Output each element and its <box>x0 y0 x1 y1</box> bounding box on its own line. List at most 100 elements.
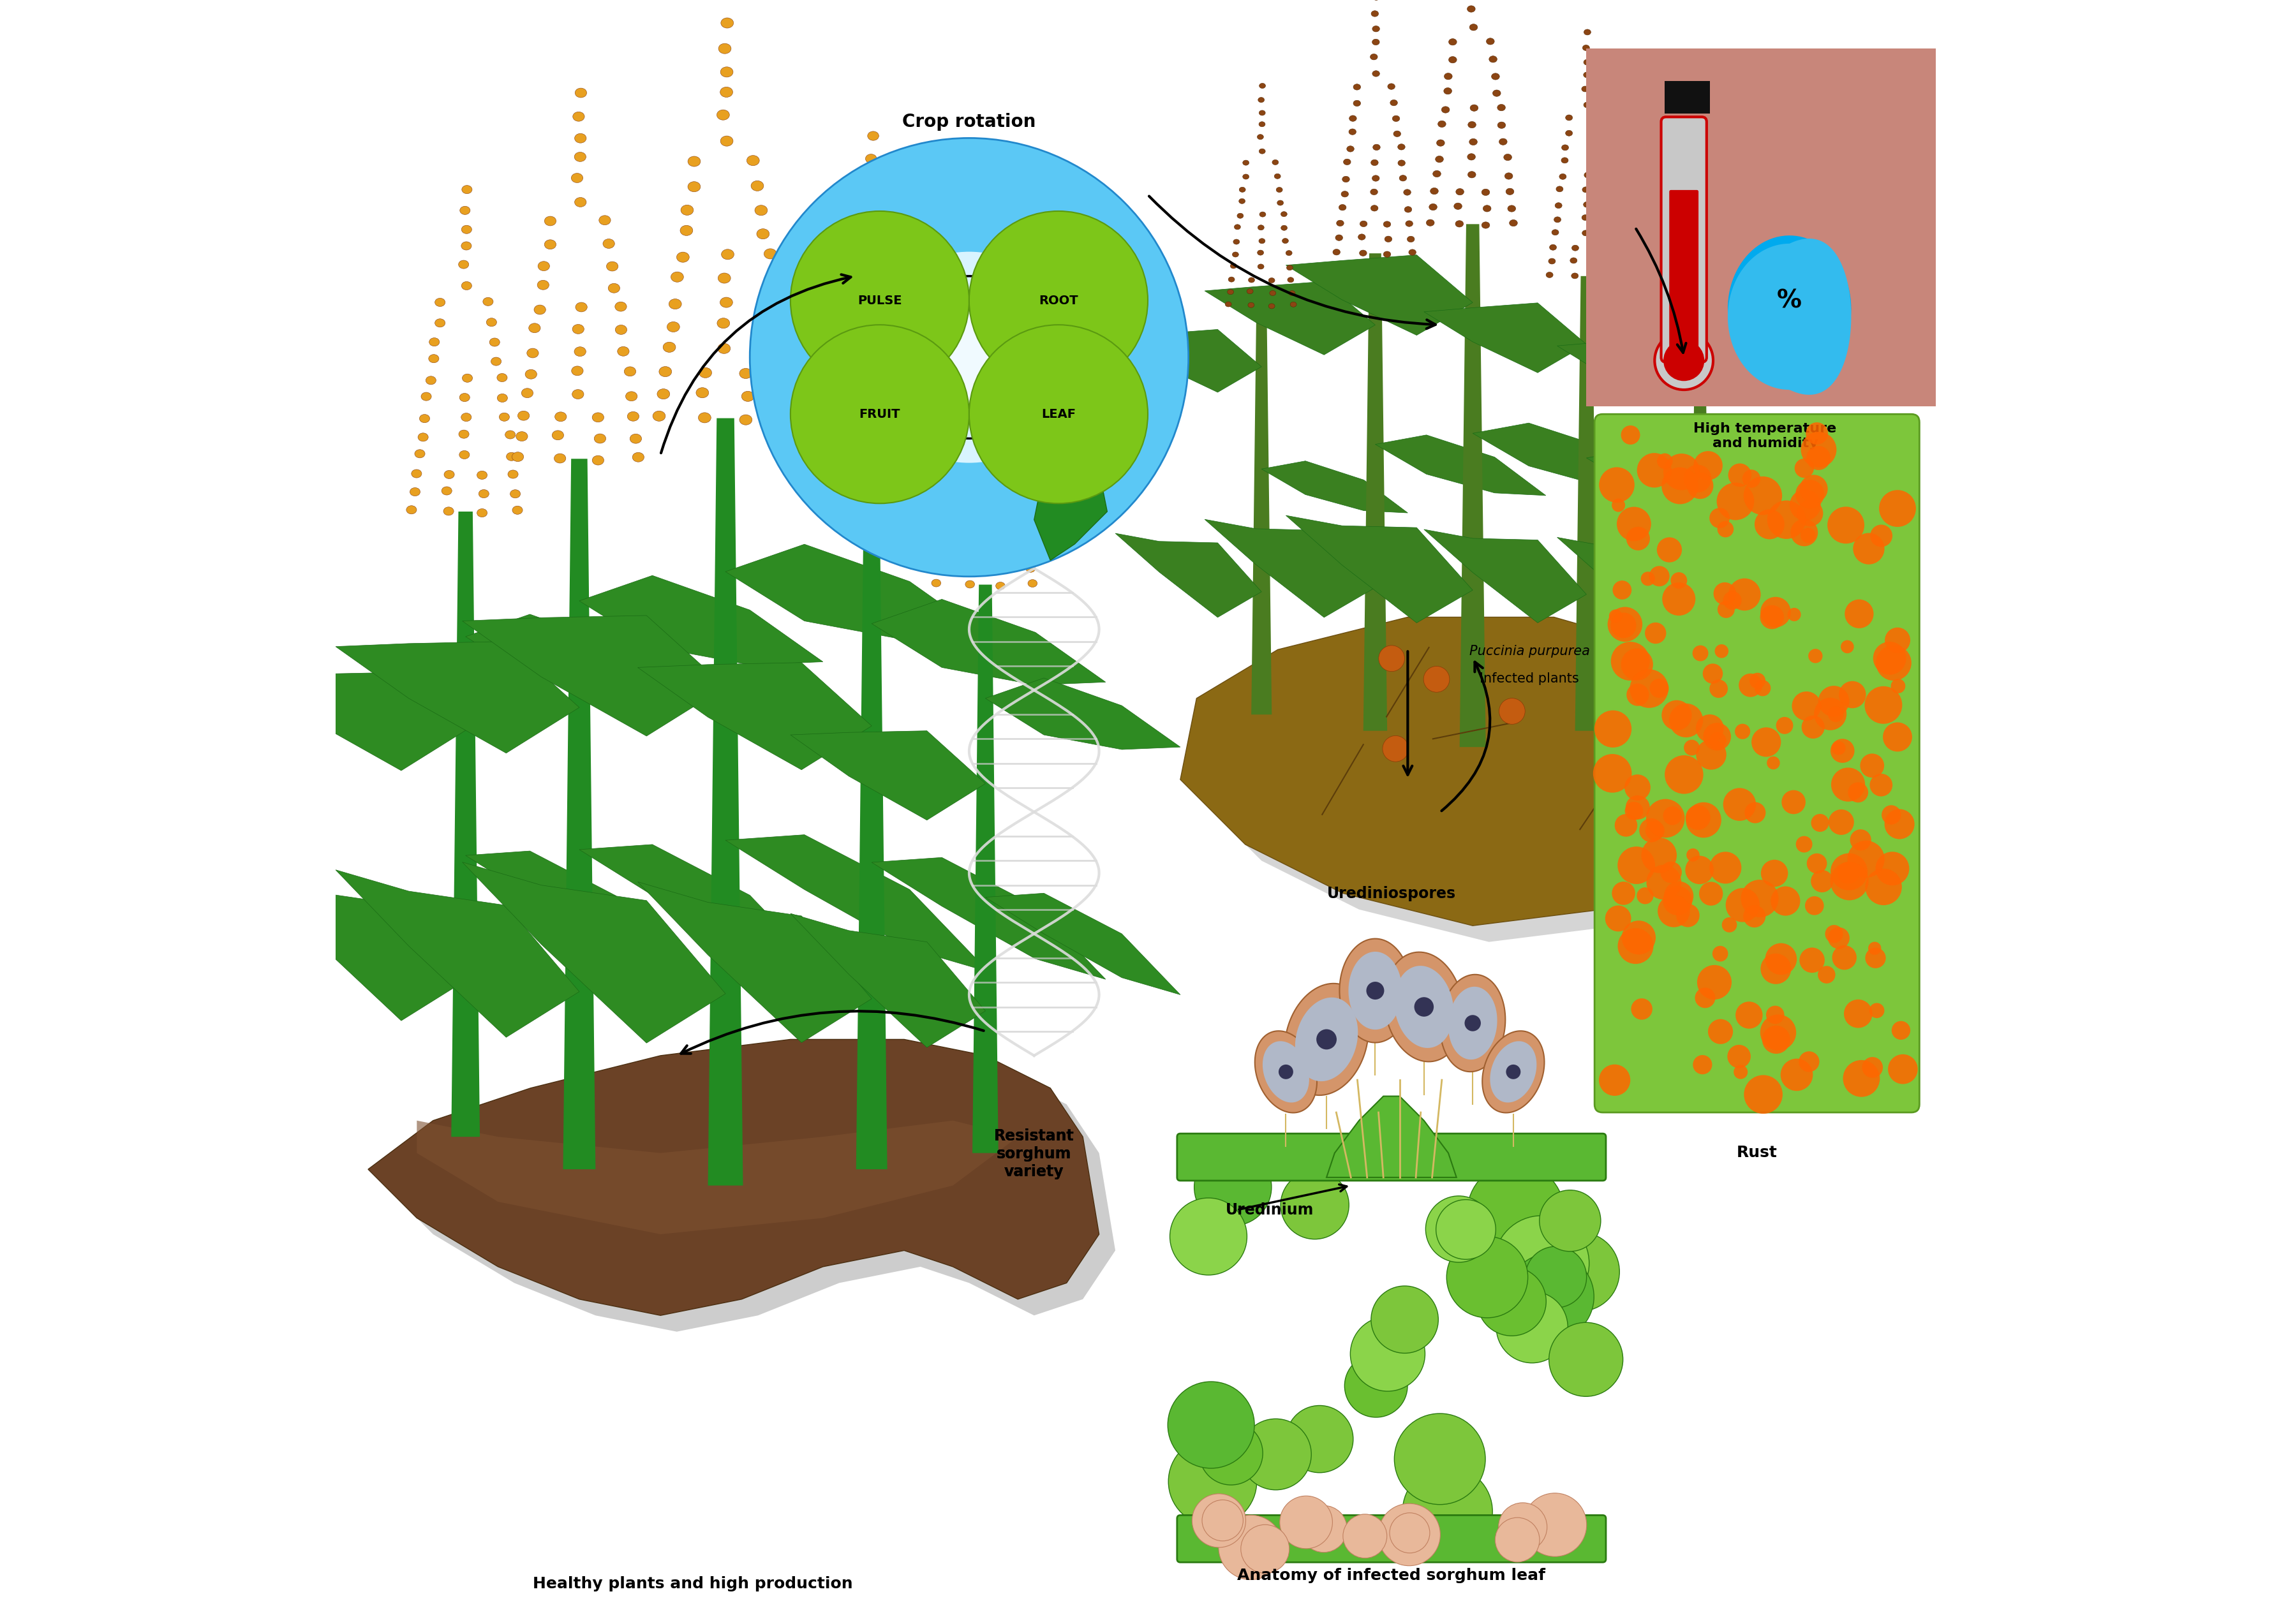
Text: FRUIT: FRUIT <box>858 408 900 421</box>
Ellipse shape <box>551 430 565 440</box>
Ellipse shape <box>652 411 666 421</box>
Circle shape <box>1611 612 1636 638</box>
Ellipse shape <box>1724 261 1730 266</box>
Ellipse shape <box>480 489 489 499</box>
Circle shape <box>1728 463 1751 487</box>
Circle shape <box>1829 862 1868 900</box>
Ellipse shape <box>890 253 902 263</box>
Ellipse shape <box>1398 161 1405 166</box>
Ellipse shape <box>1425 219 1434 226</box>
Circle shape <box>1740 880 1779 918</box>
Circle shape <box>1278 1065 1292 1080</box>
FancyBboxPatch shape <box>1595 414 1919 1112</box>
Text: Puccinia purpurea: Puccinia purpurea <box>1469 645 1590 658</box>
Ellipse shape <box>1269 278 1274 283</box>
Ellipse shape <box>1554 203 1561 208</box>
Ellipse shape <box>1281 211 1287 216</box>
Circle shape <box>1795 458 1813 477</box>
Ellipse shape <box>512 507 523 515</box>
Polygon shape <box>1180 617 1765 926</box>
Ellipse shape <box>574 348 585 356</box>
Text: LEAF: LEAF <box>1042 408 1076 421</box>
Circle shape <box>1884 627 1909 653</box>
Circle shape <box>1712 583 1735 604</box>
Ellipse shape <box>1545 273 1554 278</box>
Ellipse shape <box>1673 250 1678 255</box>
Ellipse shape <box>948 461 959 469</box>
Ellipse shape <box>1584 29 1590 36</box>
Ellipse shape <box>459 450 470 460</box>
Ellipse shape <box>1258 250 1262 255</box>
Circle shape <box>1760 606 1783 628</box>
Circle shape <box>1882 723 1912 752</box>
Circle shape <box>1831 768 1864 802</box>
Ellipse shape <box>1001 390 1010 398</box>
Ellipse shape <box>496 374 507 382</box>
Polygon shape <box>638 663 872 770</box>
Ellipse shape <box>822 382 833 390</box>
Circle shape <box>1710 732 1726 749</box>
Circle shape <box>1852 533 1884 565</box>
Ellipse shape <box>868 193 879 201</box>
Ellipse shape <box>721 67 732 76</box>
Ellipse shape <box>1391 99 1398 106</box>
Ellipse shape <box>952 427 962 434</box>
Ellipse shape <box>1726 287 1730 292</box>
Ellipse shape <box>1698 97 1703 102</box>
Polygon shape <box>985 679 1180 750</box>
Ellipse shape <box>1455 188 1464 195</box>
Ellipse shape <box>1696 110 1703 115</box>
Circle shape <box>1714 645 1728 658</box>
Ellipse shape <box>1228 278 1235 283</box>
Ellipse shape <box>459 260 468 268</box>
Ellipse shape <box>429 354 438 362</box>
Ellipse shape <box>1483 205 1492 211</box>
Circle shape <box>1875 645 1912 680</box>
Ellipse shape <box>615 302 627 312</box>
Ellipse shape <box>1726 300 1733 305</box>
Ellipse shape <box>537 261 549 271</box>
Ellipse shape <box>1370 11 1379 16</box>
Polygon shape <box>1115 533 1262 617</box>
Ellipse shape <box>415 450 425 458</box>
Ellipse shape <box>757 229 769 239</box>
Ellipse shape <box>1698 222 1703 227</box>
Ellipse shape <box>461 412 470 421</box>
Circle shape <box>1790 489 1820 521</box>
Ellipse shape <box>847 442 858 451</box>
Ellipse shape <box>608 284 620 292</box>
Ellipse shape <box>1565 130 1572 136</box>
Circle shape <box>1790 520 1818 546</box>
Circle shape <box>1873 641 1905 674</box>
Ellipse shape <box>1260 83 1265 88</box>
Circle shape <box>1760 859 1788 887</box>
Ellipse shape <box>1281 226 1287 231</box>
Circle shape <box>1710 508 1728 528</box>
Circle shape <box>1760 953 1790 984</box>
Ellipse shape <box>755 205 767 216</box>
Circle shape <box>1595 710 1632 747</box>
Ellipse shape <box>936 546 946 554</box>
Circle shape <box>1847 783 1868 802</box>
Ellipse shape <box>677 252 689 263</box>
Circle shape <box>1831 945 1857 970</box>
Circle shape <box>1659 861 1682 883</box>
Ellipse shape <box>886 463 897 473</box>
Ellipse shape <box>537 281 549 289</box>
Ellipse shape <box>773 318 787 330</box>
Polygon shape <box>1033 455 1106 560</box>
Polygon shape <box>1285 255 1473 335</box>
Ellipse shape <box>1554 216 1561 222</box>
Text: High temperature
and humidity: High temperature and humidity <box>1694 422 1836 450</box>
Circle shape <box>1414 997 1434 1017</box>
Circle shape <box>1402 1466 1492 1556</box>
Ellipse shape <box>1467 154 1476 161</box>
Ellipse shape <box>441 487 452 495</box>
Circle shape <box>1662 468 1698 503</box>
Circle shape <box>1827 507 1864 544</box>
Ellipse shape <box>461 185 473 193</box>
Ellipse shape <box>1707 300 1714 305</box>
Ellipse shape <box>1237 213 1244 218</box>
Circle shape <box>1694 451 1721 481</box>
Ellipse shape <box>1675 224 1682 229</box>
